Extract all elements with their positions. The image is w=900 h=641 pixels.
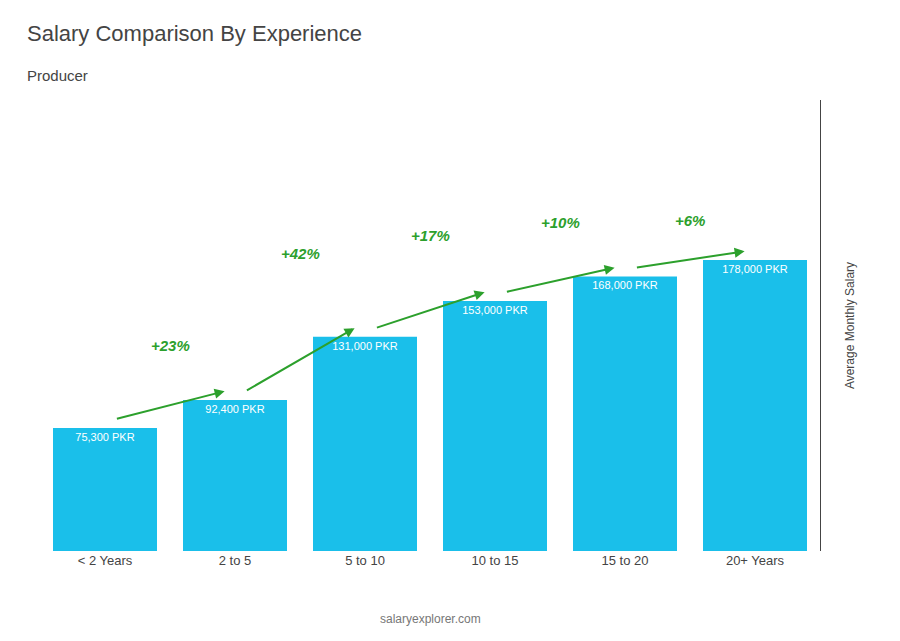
svg-text:2 to 5: 2 to 5 — [219, 553, 252, 568]
svg-text:+42%: +42% — [281, 245, 320, 262]
svg-text:+23%: +23% — [151, 337, 190, 354]
svg-text:153,000 PKR: 153,000 PKR — [462, 304, 527, 316]
svg-text:131,000 PKR: 131,000 PKR — [332, 340, 397, 352]
svg-text:178,000 PKR: 178,000 PKR — [722, 263, 787, 275]
svg-text:Salary Comparison By Experienc: Salary Comparison By Experience — [27, 21, 362, 46]
svg-text:+17%: +17% — [411, 227, 450, 244]
svg-text:Average Monthly Salary: Average Monthly Salary — [843, 262, 857, 389]
svg-text:20+ Years: 20+ Years — [726, 553, 785, 568]
svg-text:+10%: +10% — [541, 214, 580, 231]
svg-text:+6%: +6% — [675, 212, 705, 229]
svg-text:168,000 PKR: 168,000 PKR — [592, 279, 657, 291]
svg-text:5 to 10: 5 to 10 — [345, 553, 385, 568]
svg-text:92,400 PKR: 92,400 PKR — [205, 403, 264, 415]
svg-text:75,300 PKR: 75,300 PKR — [75, 431, 134, 443]
svg-text:< 2 Years: < 2 Years — [78, 553, 133, 568]
svg-text:15 to 20: 15 to 20 — [602, 553, 649, 568]
svg-text:salaryexplorer.com: salaryexplorer.com — [380, 612, 481, 626]
svg-text:Producer: Producer — [27, 67, 88, 84]
svg-text:10 to 15: 10 to 15 — [472, 553, 519, 568]
